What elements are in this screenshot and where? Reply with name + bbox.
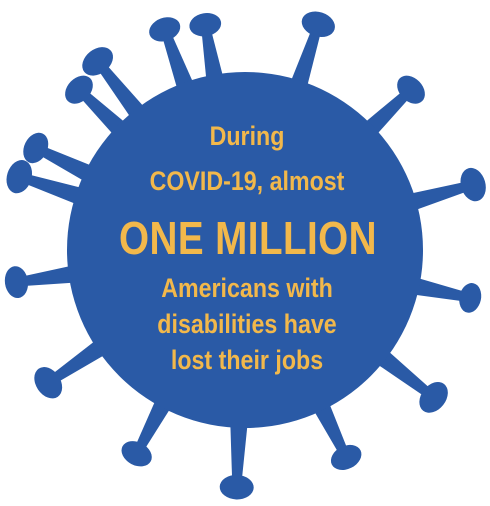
virus-spike-knob — [121, 441, 152, 467]
headline-line-1: During — [209, 121, 285, 151]
headline-emphasis: ONE MILLION — [119, 212, 377, 264]
virus-spike-stalk — [230, 417, 249, 479]
virus-spike-stalk — [371, 346, 430, 396]
virus-spike-stalk — [404, 182, 466, 213]
virus-spike-knob — [6, 160, 33, 194]
virus-spike-knob — [330, 444, 362, 470]
virus-spike-knob — [4, 266, 29, 299]
virus-spike-knob — [82, 47, 114, 76]
virus-spike-knob — [419, 381, 448, 413]
virus-spike-stalk — [201, 32, 225, 87]
virus-spike-knob — [301, 11, 335, 38]
virus-spike-knob — [460, 167, 486, 202]
virus-spike-knob — [65, 75, 93, 104]
virus-spike-stalk — [163, 35, 196, 96]
virus-spike-knob — [34, 367, 63, 399]
virus-spike-stalk — [26, 174, 89, 207]
virus-spike-knob — [149, 17, 181, 42]
headline-line-4: Americans with — [161, 273, 333, 303]
headline-line-6: lost their jobs — [170, 345, 324, 375]
virus-spike-knob — [189, 12, 222, 37]
headline-line-5: disabilities have — [157, 309, 337, 339]
virus-spike-knob — [459, 283, 482, 313]
virus-spike-stalk — [407, 276, 464, 302]
headline-line-2: COVID-19, almost — [149, 166, 345, 196]
virus-spike-knob — [23, 132, 49, 164]
virus-spike-knob — [219, 474, 254, 500]
virus-spike-stalk — [288, 31, 321, 94]
virus-spike-knob — [397, 75, 425, 104]
virus-spike-stalk — [99, 65, 149, 124]
virus-spike-stalk — [24, 264, 80, 286]
